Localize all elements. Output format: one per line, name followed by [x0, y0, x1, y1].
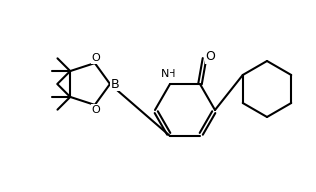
Text: O: O [206, 50, 216, 63]
Text: N: N [161, 69, 169, 79]
Text: H: H [168, 69, 176, 79]
Text: O: O [91, 53, 100, 63]
Text: O: O [91, 105, 100, 115]
Text: B: B [111, 78, 119, 90]
